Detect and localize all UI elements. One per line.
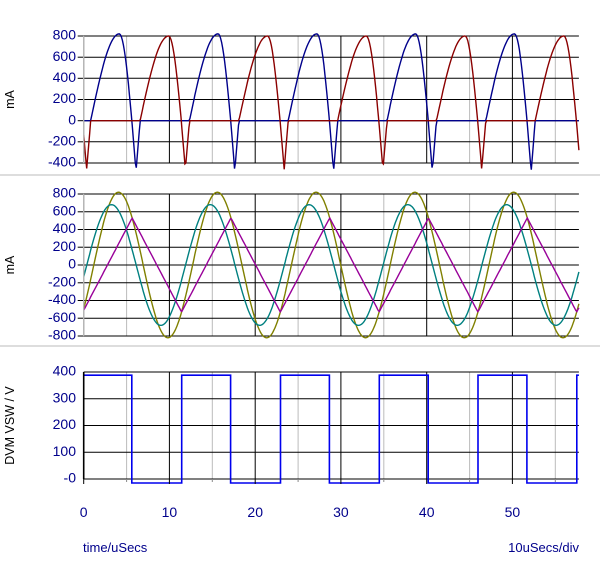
svg-text:100: 100	[53, 443, 77, 459]
svg-text:200: 200	[53, 90, 77, 106]
svg-text:0: 0	[68, 111, 76, 127]
svg-text:-0: -0	[64, 470, 77, 486]
svg-text:-600: -600	[48, 309, 76, 325]
svg-text:mA: mA	[3, 255, 17, 274]
svg-text:time/uSecs: time/uSecs	[83, 540, 148, 555]
svg-text:-800: -800	[48, 327, 76, 343]
svg-text:30: 30	[333, 504, 349, 520]
svg-text:-400: -400	[48, 154, 76, 170]
svg-text:20: 20	[247, 504, 263, 520]
svg-text:800: 800	[53, 185, 77, 201]
svg-text:-400: -400	[48, 291, 76, 307]
svg-text:400: 400	[53, 363, 77, 379]
svg-text:300: 300	[53, 390, 77, 406]
svg-text:-200: -200	[48, 274, 76, 290]
svg-text:DVM VSW / V: DVM VSW / V	[3, 386, 17, 465]
svg-text:400: 400	[53, 69, 77, 85]
svg-text:600: 600	[53, 48, 77, 64]
svg-text:50: 50	[505, 504, 521, 520]
svg-text:0: 0	[80, 504, 88, 520]
svg-text:-200: -200	[48, 133, 76, 149]
svg-text:10uSecs/div: 10uSecs/div	[508, 540, 579, 555]
svg-text:600: 600	[53, 203, 77, 219]
svg-text:400: 400	[53, 220, 77, 236]
svg-text:200: 200	[53, 238, 77, 254]
svg-text:mA: mA	[3, 89, 17, 108]
svg-text:40: 40	[419, 504, 435, 520]
svg-text:200: 200	[53, 416, 77, 432]
svg-text:800: 800	[53, 27, 77, 43]
svg-text:0: 0	[68, 256, 76, 272]
svg-text:10: 10	[162, 504, 178, 520]
